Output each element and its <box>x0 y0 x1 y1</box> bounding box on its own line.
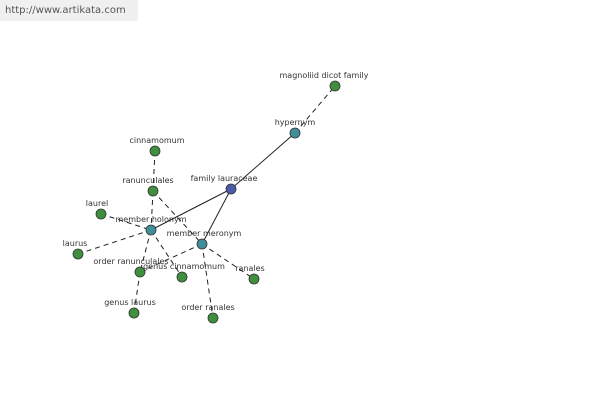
node <box>128 307 140 319</box>
node-label: genus laurus <box>104 298 156 307</box>
node <box>134 266 146 278</box>
node-label: genus cinnamomum <box>143 262 225 271</box>
edge <box>150 190 154 231</box>
edge <box>201 188 232 245</box>
site-url: http://www.artikata.com <box>0 0 138 21</box>
edge <box>294 85 336 134</box>
node <box>149 145 161 157</box>
edge <box>133 271 141 314</box>
node-label: magnoliid dicot family <box>280 71 369 80</box>
node <box>207 312 219 324</box>
edge <box>152 150 156 192</box>
nodes <box>72 80 341 324</box>
node <box>248 273 260 285</box>
node <box>225 183 237 195</box>
labels: family lauraceae hypernym magnoliid dico… <box>63 71 369 312</box>
edge <box>201 243 214 319</box>
node-label: ranunculales <box>122 176 173 185</box>
edge <box>201 243 255 280</box>
node-label: family lauraceae <box>191 174 258 183</box>
node-label: order ranales <box>181 303 234 312</box>
node-label: ranales <box>235 264 264 273</box>
edges <box>77 85 336 319</box>
node <box>329 80 341 92</box>
node-label: hypernym <box>275 118 316 127</box>
edge <box>230 132 296 190</box>
node <box>176 271 188 283</box>
node <box>196 238 208 250</box>
edge <box>150 188 232 231</box>
node <box>145 224 157 236</box>
edge <box>152 190 203 245</box>
node <box>289 127 301 139</box>
node <box>147 185 159 197</box>
node <box>95 208 107 220</box>
edge <box>139 243 203 273</box>
edge <box>77 229 152 255</box>
edge <box>150 229 183 278</box>
node <box>72 248 84 260</box>
node-label: cinnamomum <box>129 136 184 145</box>
edge <box>139 229 152 273</box>
node-label: order ranunculales <box>93 257 168 266</box>
node-label: laurus <box>63 239 88 248</box>
node-label: member meronym <box>167 229 242 238</box>
node-label: laurel <box>86 199 108 208</box>
node-label: member holonym <box>115 215 186 224</box>
